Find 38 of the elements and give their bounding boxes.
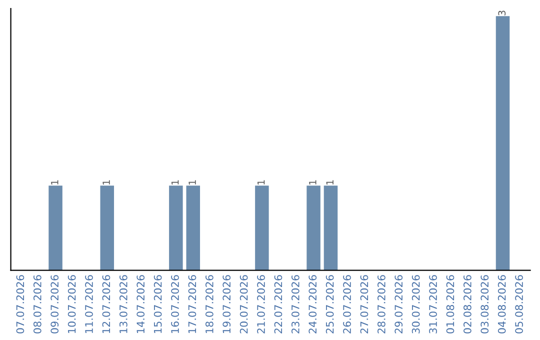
x-tick-label: 27.07.2026 bbox=[360, 275, 368, 334]
x-tick-label: 28.07.2026 bbox=[377, 275, 386, 334]
data-label: 1 bbox=[51, 180, 58, 185]
x-tick-label: 14.07.2026 bbox=[136, 275, 145, 333]
data-label: 1 bbox=[188, 180, 196, 185]
x-tick-label: 07.07.2026 bbox=[16, 275, 24, 334]
x-tick-label: 15.07.2026 bbox=[154, 275, 162, 333]
x-tick-label: 24.07.2026 bbox=[308, 275, 317, 334]
x-tick-label: 03.08.2026 bbox=[480, 275, 489, 334]
x-tick-label: 26.07.2026 bbox=[343, 275, 351, 334]
x-tick-label: 19.07.2026 bbox=[222, 275, 231, 333]
data-label: 1 bbox=[172, 180, 179, 185]
x-tick-label: 20.07.2026 bbox=[240, 275, 248, 334]
data-label: 1 bbox=[258, 180, 265, 185]
x-tick-label: 18.07.2026 bbox=[205, 275, 214, 333]
x-tick-label: 11.07.2026 bbox=[85, 275, 93, 333]
x-tick-label: 31.07.2026 bbox=[429, 275, 437, 334]
x-tick-label: 09.07.2026 bbox=[50, 275, 59, 334]
data-label: 3 bbox=[498, 10, 506, 16]
x-tick-label: 25.07.2026 bbox=[326, 275, 334, 334]
x-tick-label: 02.08.2026 bbox=[464, 275, 472, 334]
x-tick-label: 16.07.2026 bbox=[171, 275, 179, 333]
x-tick-label: 17.07.2026 bbox=[188, 275, 196, 333]
x-tick-label: 22.07.2026 bbox=[274, 275, 282, 334]
x-tick-label: 23.07.2026 bbox=[291, 275, 300, 334]
x-tick-label: 04.08.2026 bbox=[498, 275, 506, 334]
data-label: 1 bbox=[326, 180, 334, 185]
x-tick-label: 01.08.2026 bbox=[446, 275, 454, 334]
x-tick-label: 12.07.2026 bbox=[102, 275, 110, 333]
x-tick-label: 10.07.2026 bbox=[68, 275, 76, 333]
data-label: 1 bbox=[309, 180, 316, 185]
x-tick-label: 08.07.2026 bbox=[33, 275, 42, 334]
x-tick-label: 29.07.2026 bbox=[394, 275, 403, 334]
x-tick-label: 21.07.2026 bbox=[257, 275, 265, 334]
x-tick-label: 05.08.2026 bbox=[515, 275, 523, 334]
data-label: 1 bbox=[102, 180, 110, 185]
x-tick-label: 30.07.2026 bbox=[412, 275, 420, 334]
x-tick-label: 13.07.2026 bbox=[119, 275, 128, 333]
